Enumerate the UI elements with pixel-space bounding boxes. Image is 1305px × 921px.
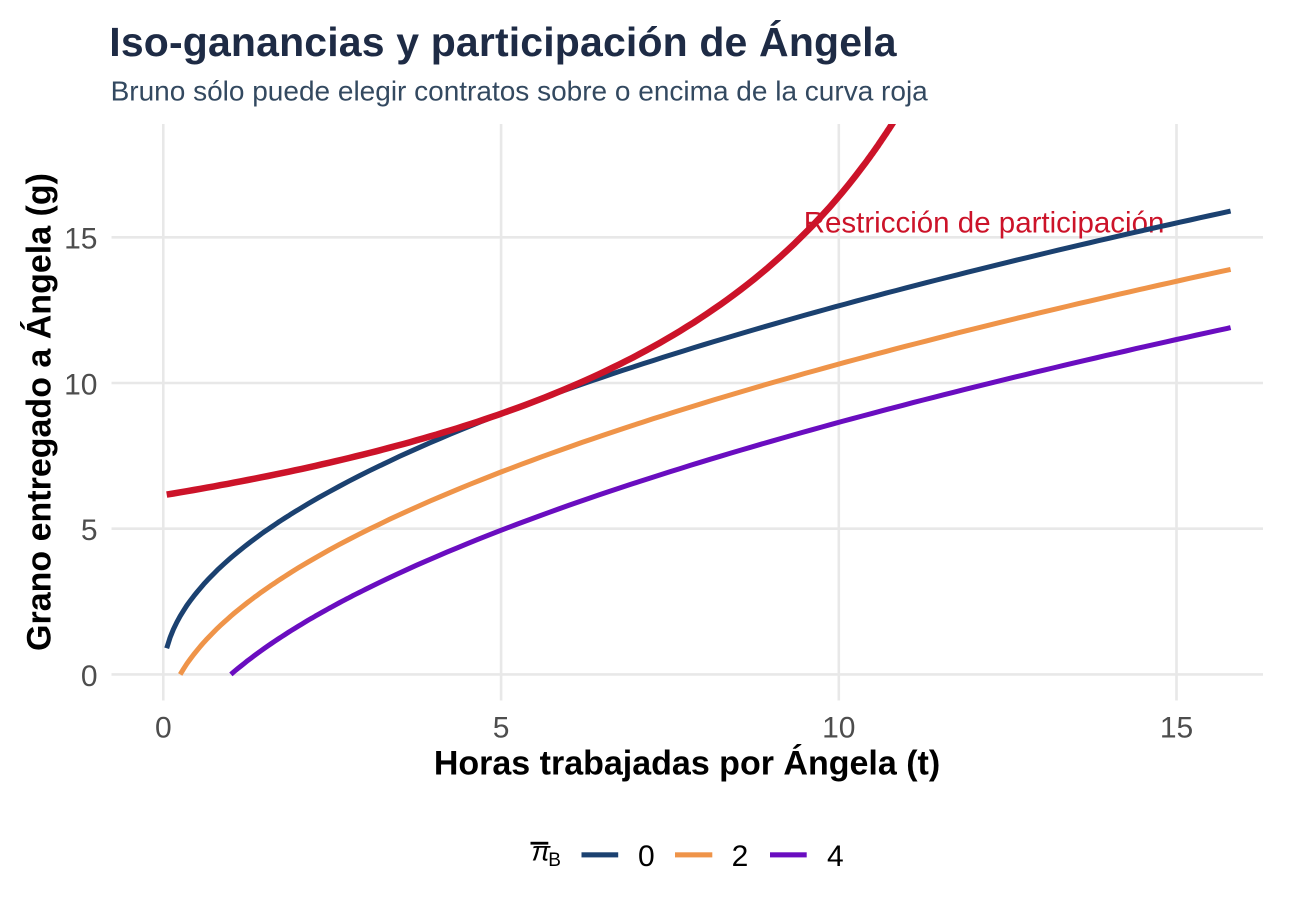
svg-text:Horas trabajadas por Ángela (t: Horas trabajadas por Ángela (t) (434, 745, 940, 783)
svg-text:10: 10 (64, 368, 97, 401)
svg-text:Restricción de participación: Restricción de participación (804, 207, 1165, 240)
svg-text:0: 0 (81, 660, 98, 693)
svg-text:15: 15 (64, 223, 97, 256)
svg-text:Iso-ganancias y participación: Iso-ganancias y participación de Ángela (109, 19, 897, 65)
svg-text:2: 2 (732, 840, 749, 873)
svg-text:Grano entregado a Ángela (g): Grano entregado a Ángela (g) (21, 173, 59, 651)
svg-text:Bruno sólo puede elegir contra: Bruno sólo puede elegir contratos sobre … (111, 75, 929, 106)
svg-text:5: 5 (81, 514, 98, 547)
svg-text:4: 4 (827, 840, 844, 873)
svg-text:0: 0 (638, 840, 655, 873)
svg-text:B: B (548, 850, 561, 871)
svg-text:0: 0 (155, 711, 172, 744)
svg-text:π: π (532, 836, 552, 867)
svg-text:10: 10 (822, 711, 855, 744)
svg-text:5: 5 (493, 711, 510, 744)
svg-text:15: 15 (1160, 711, 1193, 744)
